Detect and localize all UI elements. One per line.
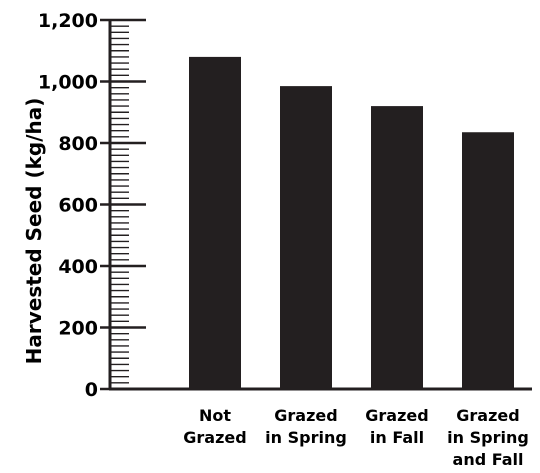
bars bbox=[189, 56, 514, 390]
bar bbox=[189, 56, 241, 390]
y-tick-label: 200 bbox=[58, 318, 98, 340]
x-tick-label: Grazed in Spring bbox=[265, 406, 347, 447]
y-tick-label: 600 bbox=[58, 195, 98, 217]
y-tick-label: 0 bbox=[85, 379, 98, 401]
y-tick-label: 1,000 bbox=[38, 72, 98, 94]
axes bbox=[108, 19, 532, 391]
y-axis-label: Harvested Seed (kg/ha) bbox=[22, 98, 46, 365]
y-ticks: 0 200 400 600 800 1,000 1,200 bbox=[38, 10, 146, 401]
x-tick-label: Grazed in Spring and Fall bbox=[447, 406, 529, 469]
x-tick-label: Not Grazed bbox=[183, 406, 246, 447]
bar bbox=[280, 86, 332, 390]
x-tick-labels: Not Grazed Grazed in Spring Grazed in Fall Gra… bbox=[183, 406, 529, 469]
bar bbox=[462, 132, 514, 390]
y-tick-label: 800 bbox=[58, 133, 98, 155]
x-tick-label: Grazed in Fall bbox=[365, 406, 428, 447]
bar bbox=[371, 106, 423, 389]
y-tick-label: 1,200 bbox=[38, 10, 98, 32]
y-tick-label: 400 bbox=[58, 256, 98, 278]
